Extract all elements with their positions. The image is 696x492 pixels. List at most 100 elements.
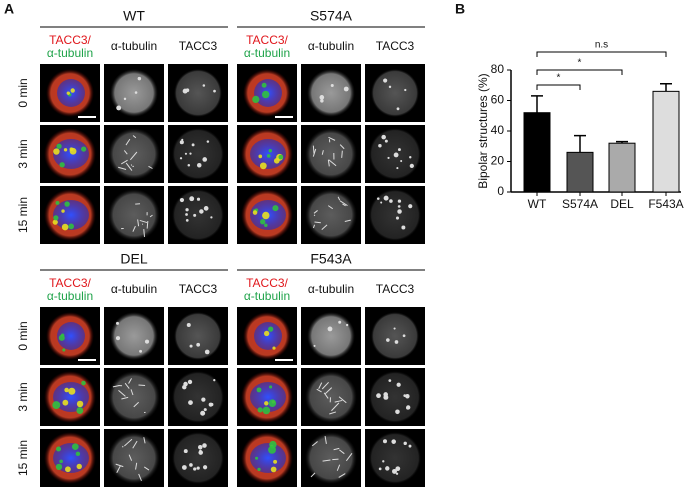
signal-spot bbox=[403, 441, 407, 446]
microtubule bbox=[124, 382, 130, 389]
signal-spot bbox=[382, 460, 385, 463]
signal-spot bbox=[189, 196, 195, 202]
x-tick-label: S574A bbox=[562, 197, 598, 211]
spindle-spot bbox=[269, 385, 273, 389]
microtubule bbox=[132, 135, 137, 139]
microtubule bbox=[338, 396, 347, 404]
signal-spot bbox=[116, 321, 119, 325]
spindle-spot bbox=[56, 446, 62, 452]
microtubule bbox=[327, 205, 334, 210]
microtubule bbox=[329, 411, 337, 415]
microtubule bbox=[135, 462, 138, 470]
signal-spot bbox=[397, 199, 402, 203]
spindle-spot bbox=[255, 456, 259, 460]
signal-spot bbox=[206, 140, 210, 143]
microtubule bbox=[146, 221, 149, 229]
signal-spot bbox=[123, 97, 127, 101]
signal-spot bbox=[116, 105, 122, 111]
signal-spot bbox=[378, 143, 382, 148]
micrograph bbox=[365, 125, 425, 183]
microtubule bbox=[311, 441, 318, 447]
significance-label: * bbox=[578, 58, 582, 69]
spindle-spot bbox=[261, 90, 270, 99]
microtubule bbox=[334, 399, 343, 403]
spindle-spot bbox=[76, 407, 84, 414]
microtubule bbox=[323, 392, 329, 399]
microtubule bbox=[331, 402, 340, 412]
significance-bracket bbox=[536, 51, 667, 57]
signal-spot bbox=[199, 449, 202, 453]
micrograph bbox=[365, 64, 425, 122]
spindle-spot bbox=[63, 148, 68, 152]
spindle-spot bbox=[64, 201, 70, 207]
micrograph bbox=[301, 125, 361, 183]
signal-spot bbox=[330, 83, 334, 88]
microtubule bbox=[328, 159, 337, 167]
cell-signal bbox=[172, 189, 224, 241]
microtubule bbox=[345, 452, 353, 462]
y-tick-label: 0 bbox=[497, 184, 504, 198]
micrograph bbox=[365, 368, 425, 426]
micrograph bbox=[168, 64, 228, 122]
signal-spot bbox=[188, 400, 193, 405]
microtubule bbox=[321, 381, 329, 390]
signal-spot bbox=[409, 156, 412, 159]
cell-signal bbox=[307, 312, 355, 360]
spindle-spot bbox=[270, 466, 277, 473]
micrograph bbox=[301, 368, 361, 426]
signal-spot bbox=[397, 209, 402, 214]
column-label: α-tubulin bbox=[244, 289, 290, 303]
signal-spot bbox=[392, 468, 397, 474]
signal-spot bbox=[189, 152, 192, 155]
cell-signal bbox=[172, 432, 224, 484]
y-axis-label: Bipolar structures (%) bbox=[476, 73, 490, 188]
spindle-spot bbox=[264, 401, 269, 406]
micrograph bbox=[237, 64, 297, 122]
signal-spot bbox=[406, 405, 411, 410]
spindle-spot bbox=[61, 209, 65, 213]
microtubule bbox=[336, 464, 341, 471]
spindle-spot bbox=[266, 154, 271, 158]
micrograph bbox=[301, 307, 361, 365]
spindle-spot bbox=[55, 463, 63, 471]
y-tick-label: 40 bbox=[491, 123, 505, 137]
spindle-spot bbox=[81, 146, 87, 152]
signal-spot bbox=[380, 201, 383, 204]
signal-spot bbox=[210, 216, 213, 219]
microtubule bbox=[339, 449, 345, 455]
nucleus bbox=[57, 322, 85, 350]
microtubule bbox=[318, 382, 323, 390]
microtubule bbox=[313, 210, 318, 214]
signal-spot bbox=[185, 219, 189, 222]
signal-spot bbox=[203, 408, 207, 412]
nucleus bbox=[250, 443, 286, 473]
spindle-spot bbox=[52, 401, 61, 410]
micrograph bbox=[40, 186, 100, 244]
microtubule bbox=[112, 385, 120, 388]
significance-bracket bbox=[536, 84, 581, 90]
spindle-spot bbox=[75, 451, 81, 457]
spindle-spot bbox=[81, 380, 86, 386]
signal-spot bbox=[183, 449, 188, 454]
signal-spot bbox=[395, 466, 401, 472]
microtubule bbox=[339, 144, 345, 150]
signal-spot bbox=[144, 339, 150, 344]
microtubule bbox=[327, 159, 330, 167]
signal-spot bbox=[395, 472, 399, 475]
microtubule bbox=[148, 165, 153, 169]
cell-signal bbox=[369, 432, 421, 484]
signal-spot bbox=[408, 204, 413, 209]
microtubule bbox=[333, 447, 340, 451]
spindle-spot bbox=[66, 91, 70, 95]
cell-signal bbox=[371, 69, 419, 117]
x-tick-label: DEL bbox=[610, 197, 634, 211]
cell-signal bbox=[108, 128, 160, 180]
signal-spot bbox=[204, 349, 210, 355]
microtubule bbox=[132, 225, 136, 232]
microtubule bbox=[115, 463, 124, 468]
spindle-spot bbox=[264, 223, 268, 228]
spindle-spot bbox=[278, 154, 284, 160]
bar bbox=[566, 151, 594, 193]
cell-signal bbox=[174, 312, 222, 360]
signal-spot bbox=[396, 382, 401, 387]
